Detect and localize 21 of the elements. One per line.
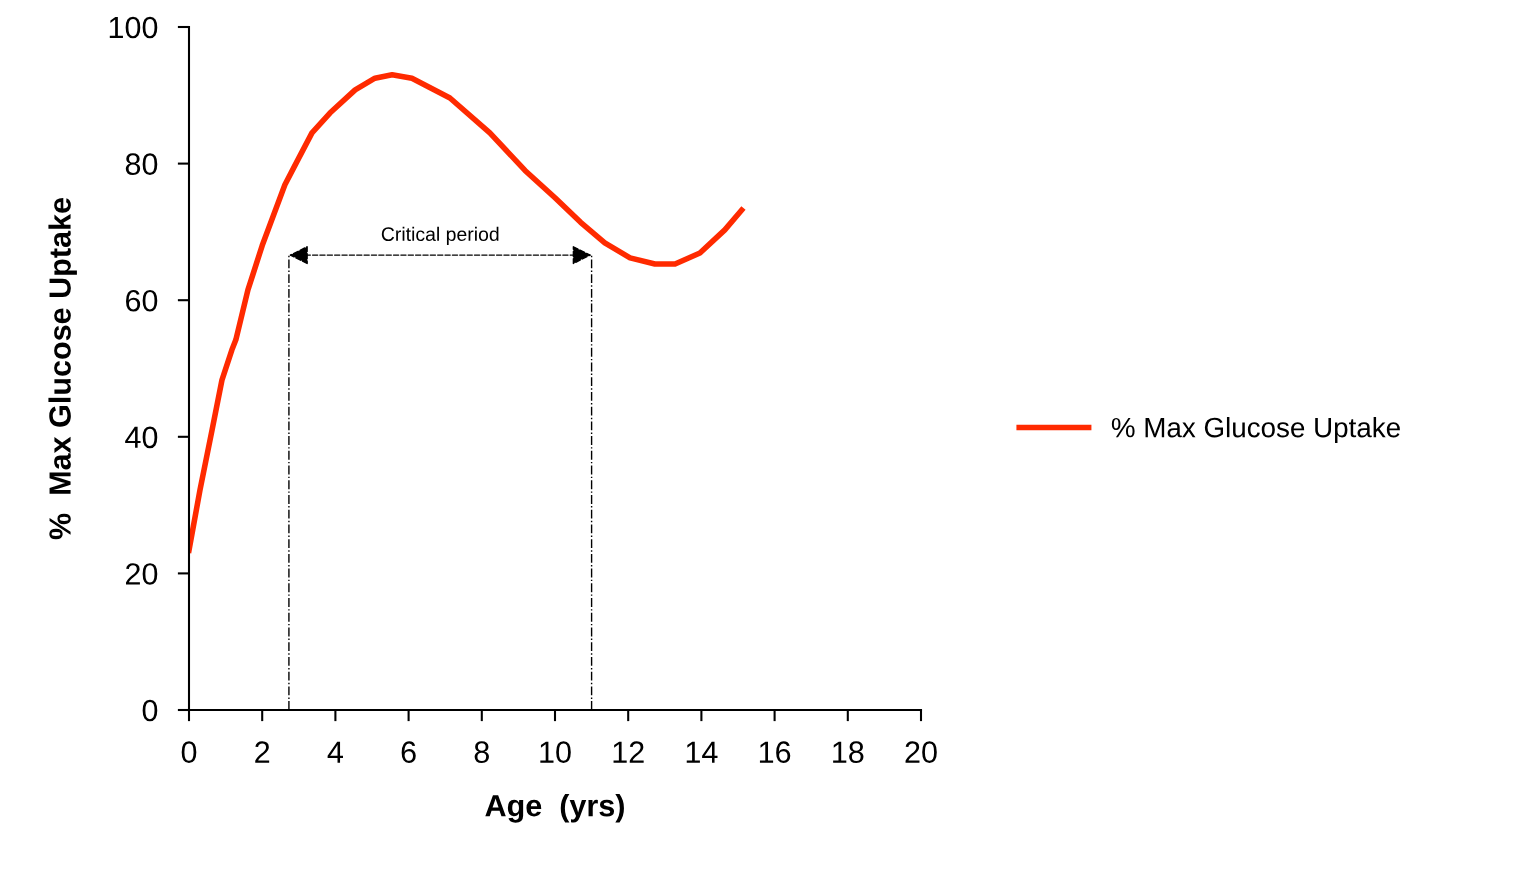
- x-tick-label: 8: [474, 741, 489, 763]
- y-tick-label: 60: [126, 289, 158, 312]
- x-tick-label: 18: [833, 741, 864, 763]
- x-tick-label: 4: [327, 741, 343, 763]
- y-tick-label: 20: [126, 563, 158, 585]
- x-tick-label: 2: [255, 741, 270, 763]
- x-tick-label: 12: [613, 741, 644, 763]
- x-tick-label: 14: [686, 741, 718, 763]
- annotation: Critical period: [381, 226, 499, 245]
- legend-label: % Max Glucose Uptake: [1111, 417, 1400, 443]
- y-tick-label: 0: [142, 699, 158, 722]
- y-tick-label: 80: [125, 153, 158, 175]
- x-tick-label: 20: [905, 741, 937, 763]
- y-axis-title: % Max Glucose Uptake: [48, 198, 77, 540]
- x-tick-label: 0: [181, 741, 197, 763]
- x-tick-label: 16: [759, 741, 791, 763]
- y-tick-label: 100: [109, 16, 158, 39]
- x-tick-label: 10: [540, 741, 571, 763]
- x-axis-title: Age (yrs): [485, 794, 624, 823]
- y-tick-label: 40: [125, 426, 158, 449]
- x-tick-label: 6: [401, 741, 416, 763]
